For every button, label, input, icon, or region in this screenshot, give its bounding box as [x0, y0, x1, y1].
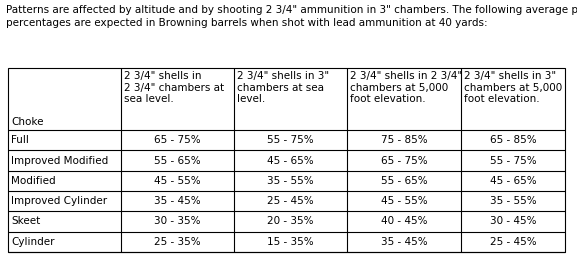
- Text: 25 - 35%: 25 - 35%: [154, 237, 201, 247]
- Text: 35 - 45%: 35 - 45%: [381, 237, 428, 247]
- Text: 35 - 55%: 35 - 55%: [267, 176, 314, 186]
- Text: Skeet: Skeet: [11, 217, 40, 227]
- Text: 55 - 65%: 55 - 65%: [381, 176, 428, 186]
- Text: 15 - 35%: 15 - 35%: [267, 237, 314, 247]
- Text: 35 - 55%: 35 - 55%: [490, 196, 536, 206]
- Text: 45 - 65%: 45 - 65%: [490, 176, 536, 186]
- Text: 45 - 55%: 45 - 55%: [381, 196, 428, 206]
- Text: 2 3/4" shells in 2 3/4"
chambers at 5,000
foot elevation.: 2 3/4" shells in 2 3/4" chambers at 5,00…: [350, 71, 462, 104]
- Text: 55 - 75%: 55 - 75%: [490, 156, 536, 165]
- Text: 55 - 65%: 55 - 65%: [154, 156, 201, 165]
- Bar: [8, 68, 565, 252]
- Text: 2 3/4" shells in 3"
chambers at sea
level.: 2 3/4" shells in 3" chambers at sea leve…: [237, 71, 329, 104]
- Text: 35 - 45%: 35 - 45%: [154, 196, 201, 206]
- Text: 45 - 65%: 45 - 65%: [267, 156, 314, 165]
- Text: 65 - 75%: 65 - 75%: [381, 156, 428, 165]
- Text: 2 3/4" shells in
2 3/4" chambers at
sea level.: 2 3/4" shells in 2 3/4" chambers at sea …: [124, 71, 224, 104]
- Text: Cylinder: Cylinder: [11, 237, 54, 247]
- Text: Patterns are affected by altitude and by shooting 2 3/4" ammunition in 3" chambe: Patterns are affected by altitude and by…: [6, 5, 577, 15]
- Text: Improved Cylinder: Improved Cylinder: [11, 196, 107, 206]
- Text: percentages are expected in Browning barrels when shot with lead ammunition at 4: percentages are expected in Browning bar…: [6, 18, 488, 28]
- Text: 55 - 75%: 55 - 75%: [267, 135, 314, 145]
- Text: 30 - 35%: 30 - 35%: [154, 217, 201, 227]
- Text: Modified: Modified: [11, 176, 55, 186]
- Text: 2 3/4" shells in 3"
chambers at 5,000
foot elevation.: 2 3/4" shells in 3" chambers at 5,000 fo…: [464, 71, 562, 104]
- Text: 65 - 85%: 65 - 85%: [490, 135, 536, 145]
- Text: 25 - 45%: 25 - 45%: [490, 237, 536, 247]
- Text: 40 - 45%: 40 - 45%: [381, 217, 427, 227]
- Text: 65 - 75%: 65 - 75%: [154, 135, 201, 145]
- Text: Choke: Choke: [11, 117, 43, 127]
- Text: Full: Full: [11, 135, 29, 145]
- Text: 45 - 55%: 45 - 55%: [154, 176, 201, 186]
- Text: 20 - 35%: 20 - 35%: [267, 217, 314, 227]
- Text: Improved Modified: Improved Modified: [11, 156, 108, 165]
- Text: 25 - 45%: 25 - 45%: [267, 196, 314, 206]
- Text: 30 - 45%: 30 - 45%: [490, 217, 536, 227]
- Text: 75 - 85%: 75 - 85%: [381, 135, 428, 145]
